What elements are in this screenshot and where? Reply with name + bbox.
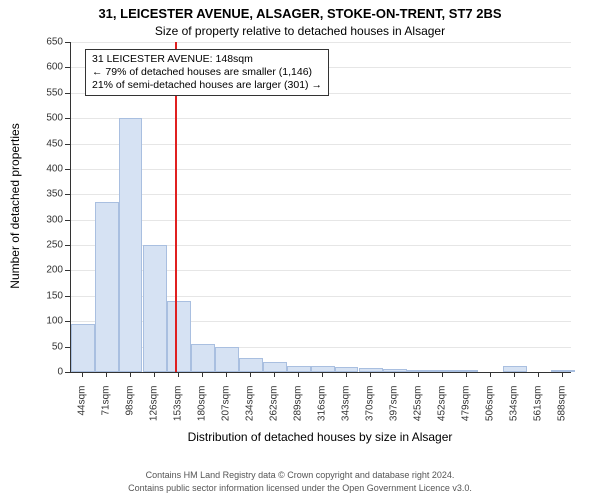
x-tick-mark bbox=[490, 372, 491, 377]
histogram-bar bbox=[191, 344, 215, 372]
y-tick-label: 550 bbox=[28, 87, 63, 98]
x-tick-mark bbox=[322, 372, 323, 377]
histogram-bar bbox=[215, 347, 239, 372]
x-tick-mark bbox=[442, 372, 443, 377]
x-tick-mark bbox=[418, 372, 419, 377]
histogram-bar bbox=[143, 245, 167, 372]
y-tick-mark bbox=[65, 321, 70, 322]
x-tick-label: 561sqm bbox=[532, 386, 543, 436]
y-tick-mark bbox=[65, 372, 70, 373]
chart-title-line1: 31, LEICESTER AVENUE, ALSAGER, STOKE-ON-… bbox=[0, 6, 600, 21]
x-tick-mark bbox=[394, 372, 395, 377]
histogram-bar bbox=[119, 118, 143, 372]
y-tick-mark bbox=[65, 42, 70, 43]
y-tick-label: 100 bbox=[28, 316, 63, 327]
chart-title-line2: Size of property relative to detached ho… bbox=[0, 24, 600, 38]
x-tick-label: 534sqm bbox=[509, 386, 520, 436]
y-tick-label: 0 bbox=[28, 367, 63, 378]
x-tick-mark bbox=[154, 372, 155, 377]
x-tick-label: 289sqm bbox=[292, 386, 303, 436]
x-tick-label: 588sqm bbox=[556, 386, 567, 436]
x-tick-label: 71sqm bbox=[100, 386, 111, 436]
y-tick-mark bbox=[65, 245, 70, 246]
y-axis-label: Number of detached properties bbox=[8, 41, 22, 371]
x-tick-label: 262sqm bbox=[269, 386, 280, 436]
histogram-bar bbox=[95, 202, 119, 372]
y-tick-label: 400 bbox=[28, 163, 63, 174]
histogram-bar bbox=[263, 362, 287, 372]
histogram-bar bbox=[71, 324, 95, 372]
y-tick-label: 200 bbox=[28, 265, 63, 276]
y-tick-label: 500 bbox=[28, 113, 63, 124]
y-tick-mark bbox=[65, 296, 70, 297]
x-tick-mark bbox=[514, 372, 515, 377]
grid-line bbox=[71, 169, 571, 170]
x-tick-mark bbox=[178, 372, 179, 377]
x-tick-label: 452sqm bbox=[436, 386, 447, 436]
y-tick-label: 600 bbox=[28, 62, 63, 73]
y-tick-label: 450 bbox=[28, 138, 63, 149]
y-tick-mark bbox=[65, 93, 70, 94]
x-tick-mark bbox=[106, 372, 107, 377]
annotation-line-2: ← 79% of detached houses are smaller (1,… bbox=[92, 66, 322, 79]
x-tick-mark bbox=[226, 372, 227, 377]
x-tick-label: 207sqm bbox=[220, 386, 231, 436]
annotation-box: 31 LEICESTER AVENUE: 148sqm ← 79% of det… bbox=[85, 49, 329, 96]
grid-line bbox=[71, 42, 571, 43]
footer-line-2: Contains public sector information licen… bbox=[0, 483, 600, 493]
x-tick-label: 180sqm bbox=[196, 386, 207, 436]
x-tick-mark bbox=[562, 372, 563, 377]
grid-line bbox=[71, 220, 571, 221]
footer-line-1: Contains HM Land Registry data © Crown c… bbox=[0, 470, 600, 480]
histogram-bar bbox=[167, 301, 191, 372]
y-tick-label: 350 bbox=[28, 189, 63, 200]
y-tick-label: 300 bbox=[28, 214, 63, 225]
x-tick-mark bbox=[130, 372, 131, 377]
y-tick-label: 250 bbox=[28, 240, 63, 251]
grid-line bbox=[71, 194, 571, 195]
grid-line bbox=[71, 144, 571, 145]
x-tick-label: 126sqm bbox=[149, 386, 160, 436]
x-tick-label: 153sqm bbox=[173, 386, 184, 436]
annotation-line-3: 21% of semi-detached houses are larger (… bbox=[92, 79, 322, 92]
x-tick-mark bbox=[466, 372, 467, 377]
y-tick-mark bbox=[65, 118, 70, 119]
x-tick-label: 343sqm bbox=[340, 386, 351, 436]
y-tick-mark bbox=[65, 169, 70, 170]
x-tick-mark bbox=[538, 372, 539, 377]
y-tick-mark bbox=[65, 220, 70, 221]
grid-line bbox=[71, 118, 571, 119]
histogram-bar bbox=[359, 368, 383, 372]
x-tick-mark bbox=[346, 372, 347, 377]
x-tick-label: 234sqm bbox=[245, 386, 256, 436]
x-tick-label: 479sqm bbox=[460, 386, 471, 436]
y-tick-label: 650 bbox=[28, 37, 63, 48]
y-tick-label: 50 bbox=[28, 341, 63, 352]
y-tick-mark bbox=[65, 144, 70, 145]
y-tick-mark bbox=[65, 67, 70, 68]
x-tick-label: 316sqm bbox=[316, 386, 327, 436]
x-tick-mark bbox=[370, 372, 371, 377]
y-tick-mark bbox=[65, 347, 70, 348]
y-tick-label: 150 bbox=[28, 290, 63, 301]
x-tick-mark bbox=[250, 372, 251, 377]
x-tick-label: 44sqm bbox=[76, 386, 87, 436]
x-tick-label: 425sqm bbox=[412, 386, 423, 436]
x-tick-label: 98sqm bbox=[124, 386, 135, 436]
y-tick-mark bbox=[65, 270, 70, 271]
y-tick-mark bbox=[65, 194, 70, 195]
x-tick-label: 506sqm bbox=[485, 386, 496, 436]
x-tick-mark bbox=[202, 372, 203, 377]
x-tick-mark bbox=[82, 372, 83, 377]
chart-container: { "title_line1": "31, LEICESTER AVENUE, … bbox=[0, 0, 600, 500]
histogram-bar bbox=[239, 358, 263, 372]
x-tick-label: 370sqm bbox=[365, 386, 376, 436]
x-tick-label: 397sqm bbox=[389, 386, 400, 436]
x-tick-mark bbox=[298, 372, 299, 377]
annotation-line-1: 31 LEICESTER AVENUE: 148sqm bbox=[92, 53, 322, 66]
x-tick-mark bbox=[274, 372, 275, 377]
